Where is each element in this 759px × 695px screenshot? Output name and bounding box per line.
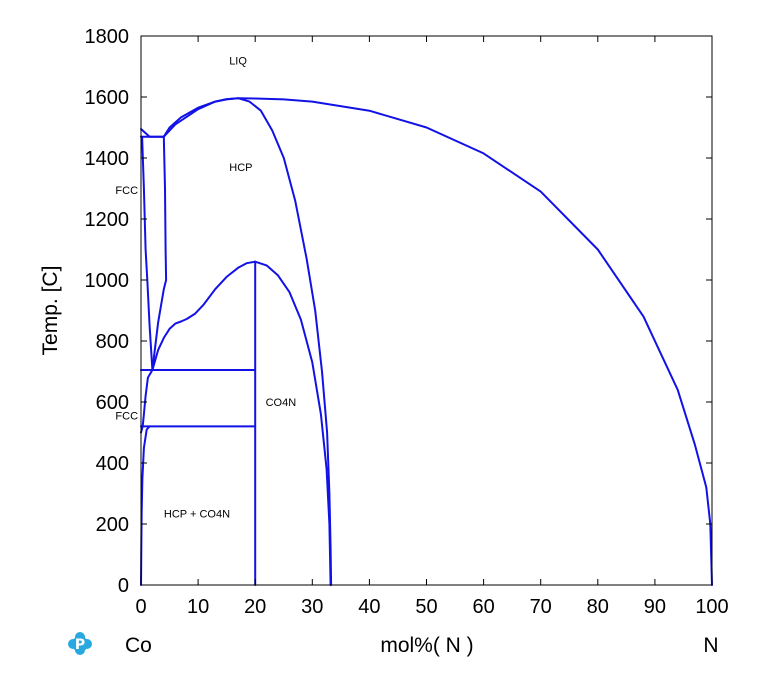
x-tick-label: 80 xyxy=(587,596,609,618)
region-label: HCP xyxy=(229,162,252,174)
y-tick-label: 1600 xyxy=(85,87,130,109)
x-tick-label: 100 xyxy=(695,596,728,618)
y-tick-label: 1400 xyxy=(85,148,130,170)
x-tick-label: 10 xyxy=(187,596,209,618)
y-tick-label: 1000 xyxy=(85,270,130,292)
phase-boundary-line xyxy=(140,128,165,138)
region-label: HCP + CO4N xyxy=(164,508,230,520)
x-tick-label: 40 xyxy=(358,596,380,618)
y-tick-label: 400 xyxy=(96,453,129,475)
svg-text:P: P xyxy=(75,637,85,653)
x-tick-label: 90 xyxy=(644,596,666,618)
y-tick-label: 600 xyxy=(96,392,129,414)
y-tick-label: 0 xyxy=(118,575,129,597)
x-right-component: N xyxy=(703,634,718,657)
x-tick-label: 30 xyxy=(301,596,323,618)
phase-boundary-line xyxy=(151,135,168,371)
phase-boundary-line xyxy=(140,425,151,586)
x-tick-label: 70 xyxy=(530,596,552,618)
phase-boundary-line xyxy=(141,135,154,371)
region-label: CO4N xyxy=(266,397,297,409)
x-axis-title: mol%( N ) xyxy=(380,634,473,657)
region-label: LIQ xyxy=(229,55,247,67)
y-tick-label: 1200 xyxy=(85,209,130,231)
phase-boundary-line xyxy=(254,260,332,586)
x-tick-label: 20 xyxy=(244,596,266,618)
x-tick-label: 60 xyxy=(472,596,494,618)
x-axis: 0 10 20 30 40 50 60 70 80 90 100 xyxy=(135,36,729,618)
phase-boundary-line xyxy=(151,260,257,371)
x-tick-label: 0 xyxy=(135,596,146,618)
plot-frame xyxy=(140,35,713,586)
region-label: FCC xyxy=(115,411,138,423)
x-tick-label: 50 xyxy=(415,596,437,618)
x-left-component: Co xyxy=(125,634,152,657)
pandat-logo-icon: P xyxy=(68,632,92,655)
y-axis: 0 200 400 600 800 1000 1200 1400 1600 1800 xyxy=(85,26,712,597)
phase-boundary-line xyxy=(162,97,333,586)
phase-boundary-line xyxy=(140,369,154,434)
region-label: FCC xyxy=(115,185,138,197)
region-labels: LIQ HCP FCC FCC CO4N HCP + CO4N xyxy=(115,55,296,520)
y-tick-label: 800 xyxy=(96,331,129,353)
y-axis-title: Temp. [C] xyxy=(39,266,62,356)
y-tick-label: 200 xyxy=(96,514,129,536)
y-tick-label: 1800 xyxy=(85,26,130,48)
